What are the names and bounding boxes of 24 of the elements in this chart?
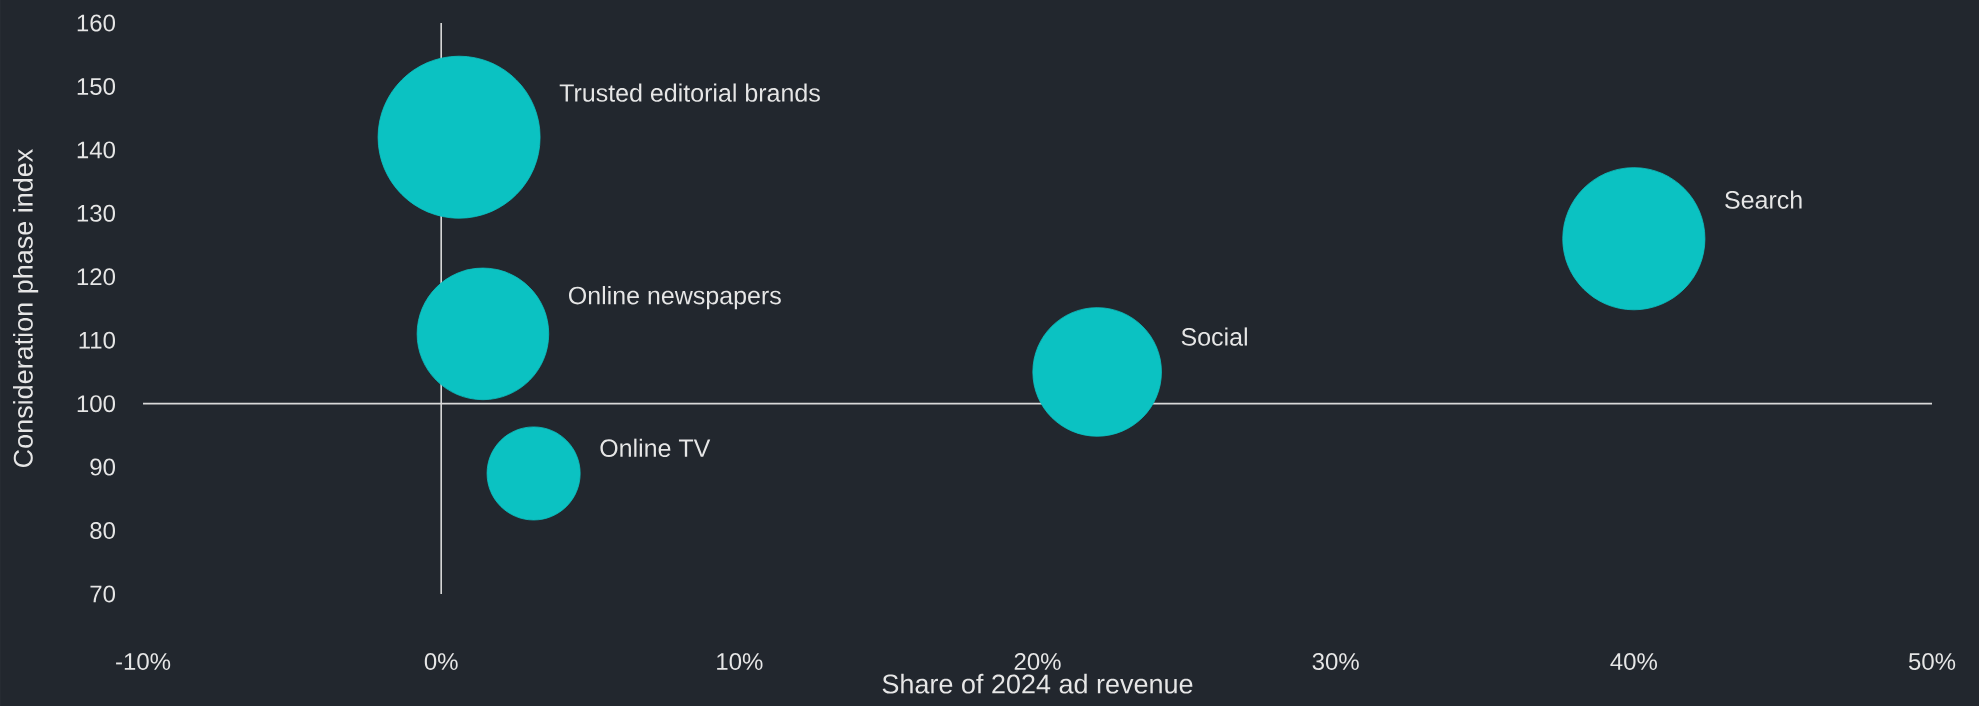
y-tick-label: 140 — [77, 141, 116, 159]
y-tick-label: 130 — [77, 204, 116, 222]
x-tick-label: 30% — [1312, 653, 1359, 671]
y-tick-label: 120 — [77, 268, 116, 286]
series-label: Search — [1725, 190, 1802, 209]
y-tick-label: 90 — [90, 458, 116, 476]
y-tick-label: 160 — [77, 14, 116, 32]
y-tick-label: 70 — [90, 585, 116, 603]
series-label: Social — [1181, 327, 1247, 346]
y-tick-label: 100 — [77, 395, 116, 413]
series-label: Online TV — [600, 438, 711, 458]
x-tick-label: -10% — [116, 653, 171, 671]
x-tick-label: 0% — [424, 653, 458, 671]
y-axis-title: Consideration phase index — [13, 149, 39, 467]
x-tick-label: 50% — [1908, 653, 1956, 671]
y-tick-label: 110 — [79, 331, 116, 349]
series-label: Trusted editorial brands — [559, 83, 820, 102]
x-tick-label: 10% — [717, 653, 763, 671]
x-tick-label: 20% — [1014, 653, 1061, 671]
y-tick-label: 80 — [90, 522, 116, 540]
y-tick-label: 150 — [77, 77, 116, 95]
series-label: Online newspapers — [568, 286, 781, 310]
x-tick-label: 40% — [1610, 653, 1657, 671]
x-axis-title: Share of 2024 ad revenue — [882, 673, 1193, 694]
